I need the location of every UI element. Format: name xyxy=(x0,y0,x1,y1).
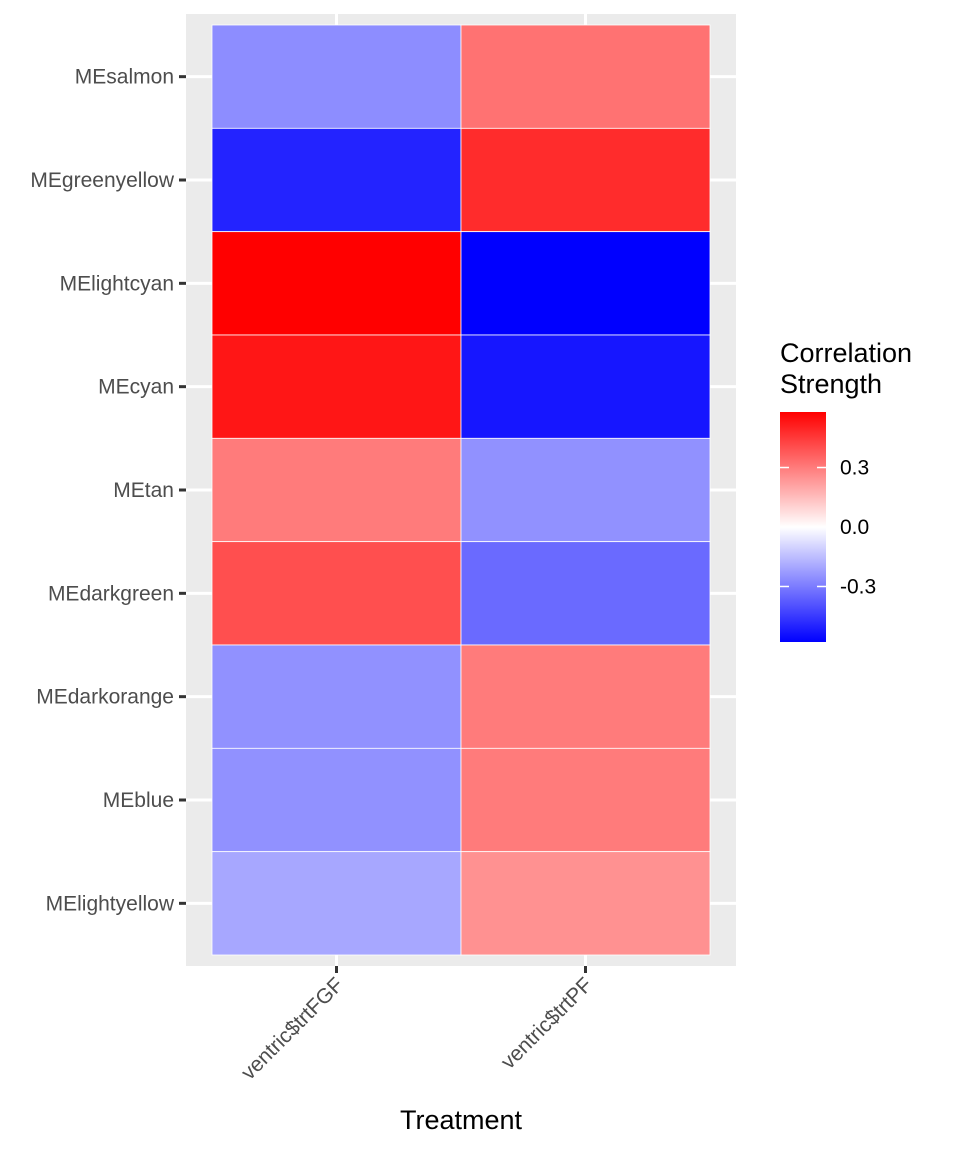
legend-ticks: 0.3 0.0 -0.3 xyxy=(780,457,876,598)
y-tick-label: MEtan xyxy=(113,479,174,502)
heatmap-tile xyxy=(211,644,462,749)
x-axis: ventric$trtFGF ventric$trtPF xyxy=(237,966,597,1084)
x-tick-label: ventric$trtFGF xyxy=(237,973,348,1084)
heatmap-tile xyxy=(460,437,711,543)
heatmap-tile xyxy=(211,437,462,543)
heatmap-tile xyxy=(460,24,711,129)
legend: Correlation Strength 0.3 0.0 -0.3 xyxy=(780,338,912,642)
legend-tick-label: -0.3 xyxy=(840,575,876,598)
heatmap-tile xyxy=(211,851,462,956)
heatmap-tile xyxy=(460,127,711,233)
y-tick-label: MElightcyan xyxy=(60,272,174,295)
heatmap-tile xyxy=(211,541,462,646)
y-tick-label: MEdarkgreen xyxy=(48,582,174,605)
legend-tick-label: 0.0 xyxy=(840,516,869,539)
heatmap-tile xyxy=(211,127,462,233)
heatmap-tile xyxy=(211,24,462,129)
heatmap-tile xyxy=(211,231,462,336)
x-axis-title: Treatment xyxy=(400,1105,523,1135)
y-axis: MEsalmon MEgreenyellow MElightcyan MEcyan ME… xyxy=(30,66,186,915)
legend-title-line-1: Correlation xyxy=(780,338,912,368)
heatmap-tile xyxy=(211,334,462,439)
x-tick-label: ventric$trtPF xyxy=(497,973,597,1073)
y-tick-label: MEblue xyxy=(103,789,174,812)
y-tick-label: MEdarkorange xyxy=(36,686,174,709)
y-tick-label: MEgreenyellow xyxy=(30,169,174,192)
y-tick-label: MEcyan xyxy=(98,376,174,399)
y-tick-label: MElightyellow xyxy=(46,892,175,915)
legend-title-line-2: Strength xyxy=(780,369,882,399)
heatmap-tile xyxy=(460,747,711,853)
heatmap-tile xyxy=(211,747,462,853)
heatmap-tile xyxy=(460,851,711,956)
heatmap-tile xyxy=(460,541,711,646)
y-tick-label: MEsalmon xyxy=(75,66,174,89)
heatmap-tile xyxy=(460,644,711,749)
legend-tick-label: 0.3 xyxy=(840,457,869,480)
heatmap-tiles xyxy=(211,24,711,956)
heatmap-tile xyxy=(460,231,711,336)
heatmap-tile xyxy=(460,334,711,439)
